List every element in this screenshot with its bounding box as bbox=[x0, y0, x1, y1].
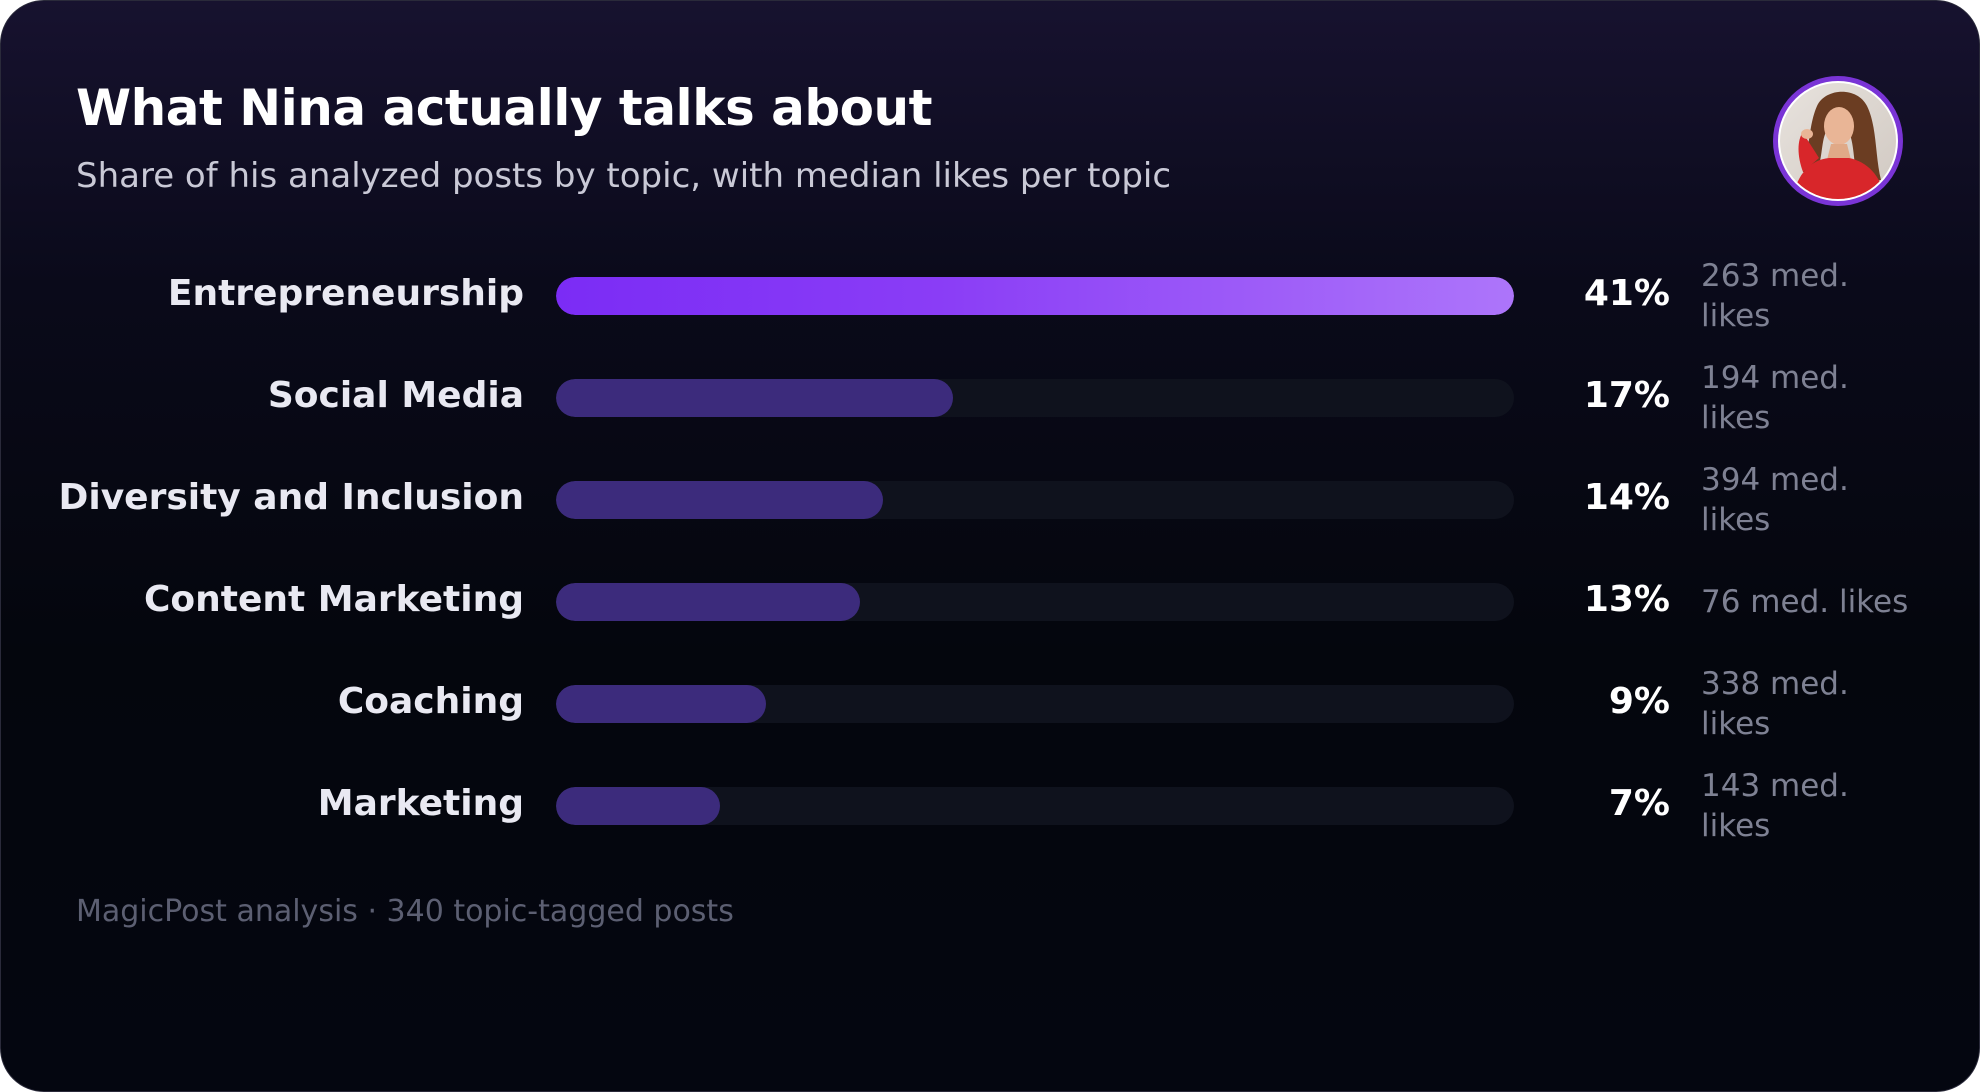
chart-title: What Nina actually talks about bbox=[76, 79, 933, 137]
bar-track bbox=[556, 277, 1514, 315]
category-label: Marketing bbox=[317, 783, 524, 824]
category-label: Entrepreneurship bbox=[167, 273, 524, 314]
percent-label: 14% bbox=[1583, 477, 1670, 518]
bar-track bbox=[556, 583, 1514, 621]
median-likes-label: 76 med. likes bbox=[1701, 584, 1909, 620]
bar-row: Coaching 9% 338 med. likes bbox=[1, 649, 1979, 751]
avatar-portrait bbox=[1778, 81, 1898, 201]
chart-footer: MagicPost analysis · 340 topic-tagged po… bbox=[76, 894, 734, 929]
bar-track bbox=[556, 481, 1514, 519]
chart-subtitle: Share of his analyzed posts by topic, wi… bbox=[76, 156, 1172, 196]
category-label: Diversity and Inclusion bbox=[58, 477, 524, 518]
bar bbox=[556, 277, 1514, 315]
bar bbox=[556, 379, 953, 417]
percent-label: 41% bbox=[1583, 273, 1670, 314]
bar bbox=[556, 583, 860, 621]
bar-row: Marketing 7% 143 med. likes bbox=[1, 751, 1979, 853]
median-likes-label: 338 med. likes bbox=[1701, 666, 1849, 742]
bar-track bbox=[556, 379, 1514, 417]
percent-label: 7% bbox=[1608, 783, 1670, 824]
bar-row: Content Marketing 13% 76 med. likes bbox=[1, 547, 1979, 649]
category-label: Social Media bbox=[267, 375, 524, 416]
category-label: Content Marketing bbox=[144, 579, 524, 620]
avatar bbox=[1773, 76, 1903, 206]
median-likes-label: 394 med. likes bbox=[1701, 462, 1849, 538]
bar bbox=[556, 787, 720, 825]
category-label: Coaching bbox=[337, 681, 524, 722]
bar-track bbox=[556, 787, 1514, 825]
median-likes-label: 194 med. likes bbox=[1701, 360, 1849, 436]
bar-row: Social Media 17% 194 med. likes bbox=[1, 343, 1979, 445]
percent-label: 17% bbox=[1583, 375, 1670, 416]
median-likes-label: 263 med. likes bbox=[1701, 258, 1849, 334]
median-likes-label: 143 med. likes bbox=[1701, 768, 1849, 844]
percent-label: 13% bbox=[1583, 579, 1670, 620]
bar bbox=[556, 481, 883, 519]
percent-label: 9% bbox=[1608, 681, 1670, 722]
bar-row: Diversity and Inclusion 14% 394 med. likes bbox=[1, 445, 1979, 547]
bar-track bbox=[556, 685, 1514, 723]
bar-row: Entrepreneurship 41% 263 med. likes bbox=[1, 241, 1979, 343]
bar bbox=[556, 685, 766, 723]
